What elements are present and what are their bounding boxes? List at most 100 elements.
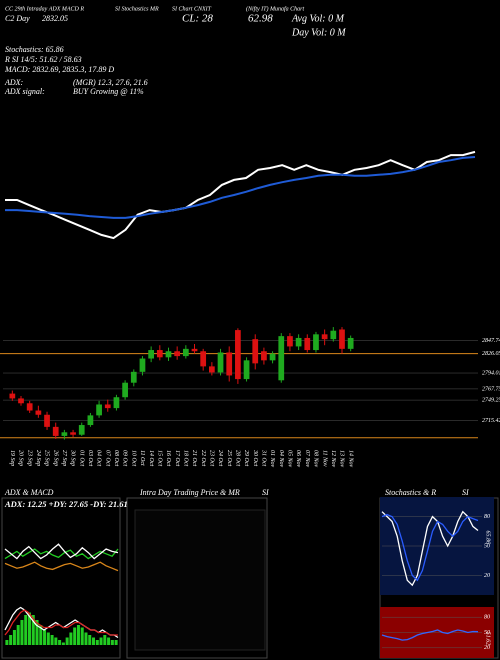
stat-text: Stochastics: 65.86 bbox=[5, 45, 64, 54]
x-tick-label: 09 Oct bbox=[122, 450, 128, 466]
y-tick-label: 20 bbox=[484, 645, 490, 651]
header-text: C2 Day bbox=[5, 14, 30, 23]
macd-bar bbox=[31, 615, 35, 645]
x-tick-label: 15 Oct bbox=[156, 450, 162, 466]
candle-body bbox=[321, 334, 328, 340]
candle-body bbox=[252, 339, 259, 364]
x-tick-label: 03 Oct bbox=[87, 450, 93, 466]
y-tick-label: 2767.75 bbox=[482, 386, 500, 392]
macd-bar bbox=[58, 640, 62, 645]
candle-body bbox=[156, 350, 163, 358]
x-tick-label: 24 Sep bbox=[35, 450, 42, 466]
candle-body bbox=[295, 337, 302, 347]
x-tick-label: 08 Nov bbox=[313, 450, 319, 468]
header-text: CC 29th Intraday ADX MACD R bbox=[5, 6, 84, 12]
candle-body bbox=[269, 353, 276, 361]
candle-body bbox=[44, 414, 50, 427]
x-tick-label: 30 Sep bbox=[70, 449, 76, 466]
macd-bar bbox=[9, 635, 13, 645]
macd-bar bbox=[92, 637, 96, 645]
candle-body bbox=[139, 358, 146, 372]
candle-body bbox=[287, 336, 293, 347]
header-text: Day Vol: 0 M bbox=[291, 27, 346, 38]
series-line bbox=[381, 513, 479, 582]
x-tick-label: 10 Oct bbox=[130, 450, 136, 466]
candle-body bbox=[226, 352, 233, 376]
candle-body bbox=[304, 337, 311, 351]
candle-body bbox=[122, 382, 128, 398]
candle-body bbox=[96, 404, 102, 416]
panel-title: SI bbox=[462, 488, 469, 497]
x-tick-label: 18 Oct bbox=[182, 450, 188, 466]
panel-area bbox=[134, 509, 266, 651]
macd-bar bbox=[54, 637, 58, 645]
x-tick-label: 14 Nov bbox=[347, 450, 354, 468]
macd-bar bbox=[27, 612, 31, 645]
x-tick-label: 26 Sep bbox=[52, 450, 58, 466]
x-tick-label: 24 Oct bbox=[217, 450, 224, 466]
candle-body bbox=[78, 425, 85, 435]
x-tick-label: 27 Sep bbox=[61, 450, 67, 466]
macd-bar bbox=[12, 630, 16, 645]
macd-bar bbox=[110, 640, 114, 645]
x-tick-label: 05 Nov bbox=[287, 450, 293, 468]
x-tick-label: 28 Oct bbox=[235, 450, 241, 466]
x-tick-label: 11 Nov bbox=[321, 450, 327, 467]
candle-body bbox=[165, 351, 172, 358]
x-tick-label: 12 Nov bbox=[330, 450, 336, 468]
end-value-label: 65.86 bbox=[485, 530, 491, 544]
panel-title: Stochastics & R bbox=[385, 488, 436, 497]
candle-body bbox=[174, 351, 181, 357]
y-tick-label: 2847.74 bbox=[482, 337, 500, 344]
stat-text: MACD: 2832.69, 2835.3, 17.89 D bbox=[4, 65, 114, 74]
x-tick-label: 01 Oct bbox=[78, 450, 84, 466]
macd-bar bbox=[20, 620, 24, 645]
y-tick-label: 80 bbox=[484, 514, 490, 520]
panel-annotation: ADX: 12.25 +DY: 27.65 -DY: 21.61 bbox=[4, 499, 128, 509]
series-line bbox=[4, 609, 118, 636]
macd-bar bbox=[88, 635, 92, 645]
macd-bar bbox=[95, 640, 99, 645]
candle-body bbox=[347, 337, 354, 349]
macd-bar bbox=[16, 625, 20, 645]
x-tick-label: 23 Sep bbox=[26, 450, 32, 466]
x-tick-label: 25 Sep bbox=[44, 450, 50, 466]
macd-bar bbox=[39, 625, 43, 645]
candle-body bbox=[243, 360, 250, 380]
macd-bar bbox=[69, 632, 73, 645]
y-tick-label: 20 bbox=[484, 573, 490, 579]
x-tick-label: 19 Sep bbox=[9, 450, 15, 466]
header-text: SI Stochastics MR bbox=[115, 6, 159, 12]
candle-body bbox=[61, 432, 68, 436]
macd-bar bbox=[50, 635, 54, 645]
candle-body bbox=[330, 330, 337, 340]
header-text: (Nifty IT) Munafa Chart bbox=[246, 5, 304, 12]
stat-text: (MGR) 12.3, 27.6, 21.6 bbox=[73, 78, 148, 87]
y-tick-label: 80 bbox=[484, 615, 490, 621]
y-tick-label: 2749.25 bbox=[482, 396, 500, 403]
series-line bbox=[4, 561, 119, 572]
candle-body bbox=[278, 336, 285, 381]
macd-bar bbox=[43, 630, 47, 645]
macd-bar bbox=[73, 627, 77, 645]
candle-body bbox=[217, 352, 224, 373]
stat-text: R SI 14/5: 51.62 / 58.63 bbox=[4, 55, 82, 64]
x-tick-label: 30 Oct bbox=[252, 449, 258, 466]
macd-bar bbox=[65, 637, 69, 645]
x-tick-label: 29 Oct bbox=[243, 450, 249, 466]
candle-body bbox=[235, 330, 241, 380]
y-tick-label: 2794.01 bbox=[482, 369, 500, 376]
candle-body bbox=[87, 415, 94, 426]
macd-bar bbox=[61, 642, 65, 645]
x-tick-label: 04 Oct bbox=[96, 450, 103, 466]
macd-bar bbox=[76, 625, 80, 645]
series-line bbox=[381, 510, 479, 587]
y-tick-label: 2715.42 bbox=[482, 417, 500, 424]
x-tick-label: 11 Oct bbox=[139, 450, 145, 466]
macd-bar bbox=[84, 632, 88, 645]
x-tick-label: 14 Oct bbox=[148, 450, 155, 466]
candle-body bbox=[104, 404, 111, 409]
x-tick-label: 04 Nov bbox=[278, 450, 285, 468]
panel-title: ADX & MACD bbox=[4, 488, 54, 497]
